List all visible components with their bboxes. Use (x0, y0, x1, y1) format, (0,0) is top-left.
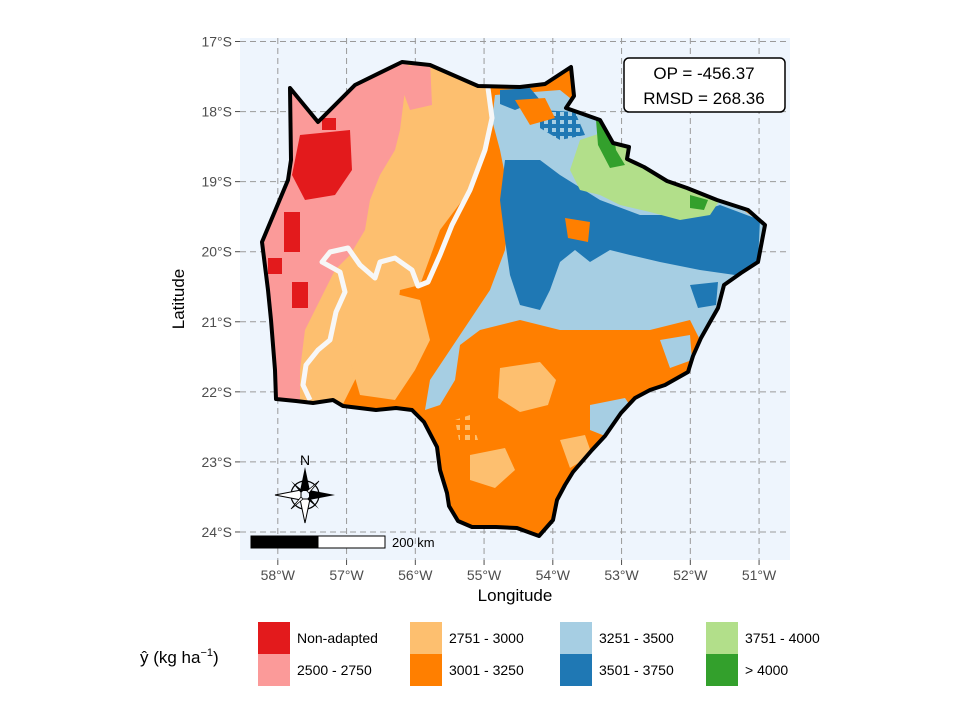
legend-label: 3751 - 4000 (745, 630, 820, 646)
legend-title: ŷ (kg ha−1) (140, 647, 219, 667)
legend-title-suffix: ) (213, 648, 219, 667)
longitude-ticks: 58°W 57°W 56°W 55°W 54°W 53°W 52°W 51°W (261, 560, 777, 583)
legend: ŷ (kg ha−1) Non-adapted 2500 - 2750 2751 -… (140, 622, 820, 686)
lon-tick-label: 53°W (604, 567, 639, 583)
state-outline (260, 60, 767, 538)
op-value: OP = -456.37 (653, 64, 754, 83)
latitude-ticks: 17°S 18°S 19°S 20°S 21°S 22°S 23°S 24°S (201, 34, 240, 540)
lon-tick-label: 52°W (673, 567, 708, 583)
legend-swatch (258, 654, 290, 686)
lon-tick-label: 55°W (467, 567, 502, 583)
lon-tick-label: 51°W (742, 567, 777, 583)
river-line (300, 87, 495, 402)
lon-tick-label: 58°W (261, 567, 296, 583)
north-label: N (300, 452, 310, 468)
legend-label: 3251 - 3500 (599, 630, 674, 646)
legend-label: 3501 - 3750 (599, 662, 674, 678)
lon-tick-label: 54°W (536, 567, 571, 583)
lat-tick-label: 23°S (201, 454, 232, 470)
lat-tick-label: 22°S (201, 384, 232, 400)
legend-swatch (560, 654, 592, 686)
legend-title-prefix: ŷ (kg ha (140, 648, 201, 667)
scale-bar-label: 200 km (392, 535, 435, 550)
legend-swatch (410, 654, 442, 686)
lat-tick-label: 17°S (201, 34, 232, 50)
rmsd-value: RMSD = 268.36 (643, 89, 764, 108)
legend-swatch (258, 622, 290, 654)
lat-tick-label: 20°S (201, 244, 232, 260)
lon-tick-label: 56°W (398, 567, 433, 583)
legend-title-sup: −1 (200, 647, 213, 659)
y-axis-title: Latitude (169, 269, 188, 330)
legend-label: 2500 - 2750 (297, 662, 372, 678)
legend-swatch (706, 622, 738, 654)
lon-tick-label: 57°W (329, 567, 364, 583)
legend-swatch (410, 622, 442, 654)
legend-label: > 4000 (745, 662, 788, 678)
scale-bar: 200 km (250, 535, 435, 550)
legend-label: 3001 - 3250 (449, 662, 524, 678)
compass-rose-icon: N (274, 452, 335, 524)
legend-swatch (706, 654, 738, 686)
stats-box: OP = -456.37 RMSD = 268.36 (623, 57, 786, 113)
lat-tick-label: 19°S (201, 174, 232, 190)
lat-tick-label: 21°S (201, 314, 232, 330)
lat-tick-label: 18°S (201, 104, 232, 120)
legend-label: 2751 - 3000 (449, 630, 524, 646)
x-axis-title: Longitude (478, 586, 553, 605)
lat-tick-label: 24°S (201, 524, 232, 540)
legend-swatch (560, 622, 592, 654)
legend-label: Non-adapted (297, 630, 378, 646)
